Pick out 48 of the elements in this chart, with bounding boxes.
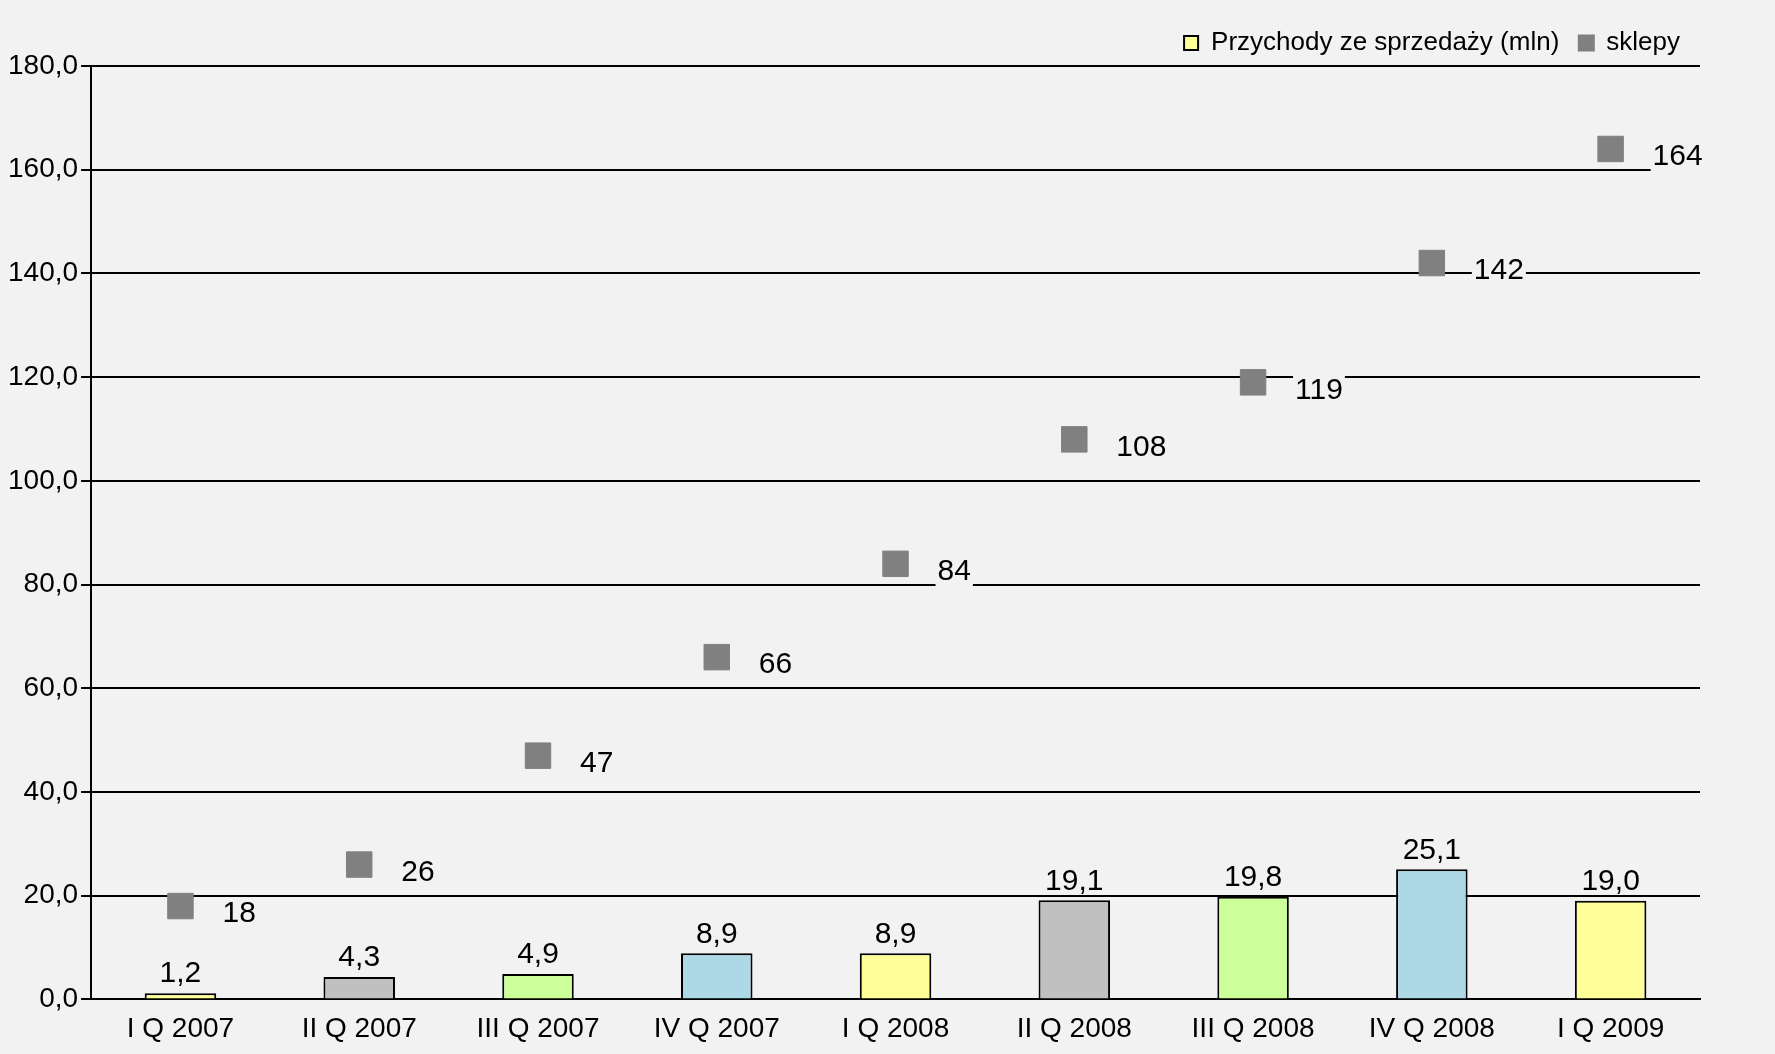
x-tick-label: I Q 2007: [126, 1011, 235, 1043]
point: [882, 550, 909, 578]
y-tick-label: 180,0: [7, 48, 79, 80]
y-tick-label: 20,0: [23, 878, 79, 910]
y-tick-label: 80,0: [23, 567, 79, 599]
data-label: 8,9: [874, 915, 917, 949]
point: [524, 742, 552, 769]
x-tick-label: I Q 2009: [1556, 1011, 1665, 1043]
point: [1418, 249, 1446, 277]
data-label: 84: [937, 553, 971, 587]
x-tick-label: III Q 2008: [1191, 1011, 1315, 1043]
data-label: 142: [1473, 252, 1524, 286]
point: [1597, 135, 1624, 163]
x-tick-label: II Q 2008: [1016, 1011, 1132, 1043]
data-label: 4,3: [338, 939, 381, 973]
y-tick-label: 100,0: [7, 463, 79, 495]
data-label: 4,9: [517, 936, 559, 970]
point: [1239, 369, 1267, 396]
y-tick-label: 140,0: [7, 256, 79, 288]
point: [167, 892, 194, 920]
x-tick-label: IV Q 2008: [1368, 1011, 1495, 1043]
data-label: 164: [1652, 138, 1703, 172]
point: [703, 643, 730, 671]
data-label: 119: [1295, 371, 1343, 405]
x-tick-label: III Q 2007: [476, 1011, 600, 1043]
data-label: 19,8: [1223, 858, 1283, 892]
legend-label: Przychody ze sprzedaży (mln): [1211, 26, 1560, 57]
data-label: 18: [222, 895, 256, 929]
data-label: 47: [579, 744, 614, 778]
y-tick-label: 60,0: [23, 670, 79, 702]
point: [346, 851, 373, 878]
y-tick-label: 120,0: [7, 359, 79, 391]
data-label: 19,0: [1581, 863, 1640, 897]
data-label: 66: [758, 646, 793, 680]
x-tick-label: I Q 2008: [841, 1011, 950, 1043]
legend-label: sklepy: [1606, 26, 1681, 57]
y-tick-label: 0,0: [39, 982, 79, 1014]
data-label: 19,1: [1045, 862, 1104, 896]
y-tick-label: 40,0: [23, 774, 79, 806]
point: [1061, 426, 1088, 453]
x-tick-label: IV Q 2007: [653, 1011, 780, 1043]
data-label: 108: [1116, 428, 1167, 462]
data-label: 8,9: [695, 915, 738, 949]
data-label: 1,2: [159, 955, 202, 989]
data-label: 25,1: [1402, 831, 1462, 865]
x-tick-label: II Q 2007: [301, 1011, 417, 1043]
y-tick-label: 160,0: [7, 152, 79, 184]
data-label: 26: [401, 853, 435, 887]
